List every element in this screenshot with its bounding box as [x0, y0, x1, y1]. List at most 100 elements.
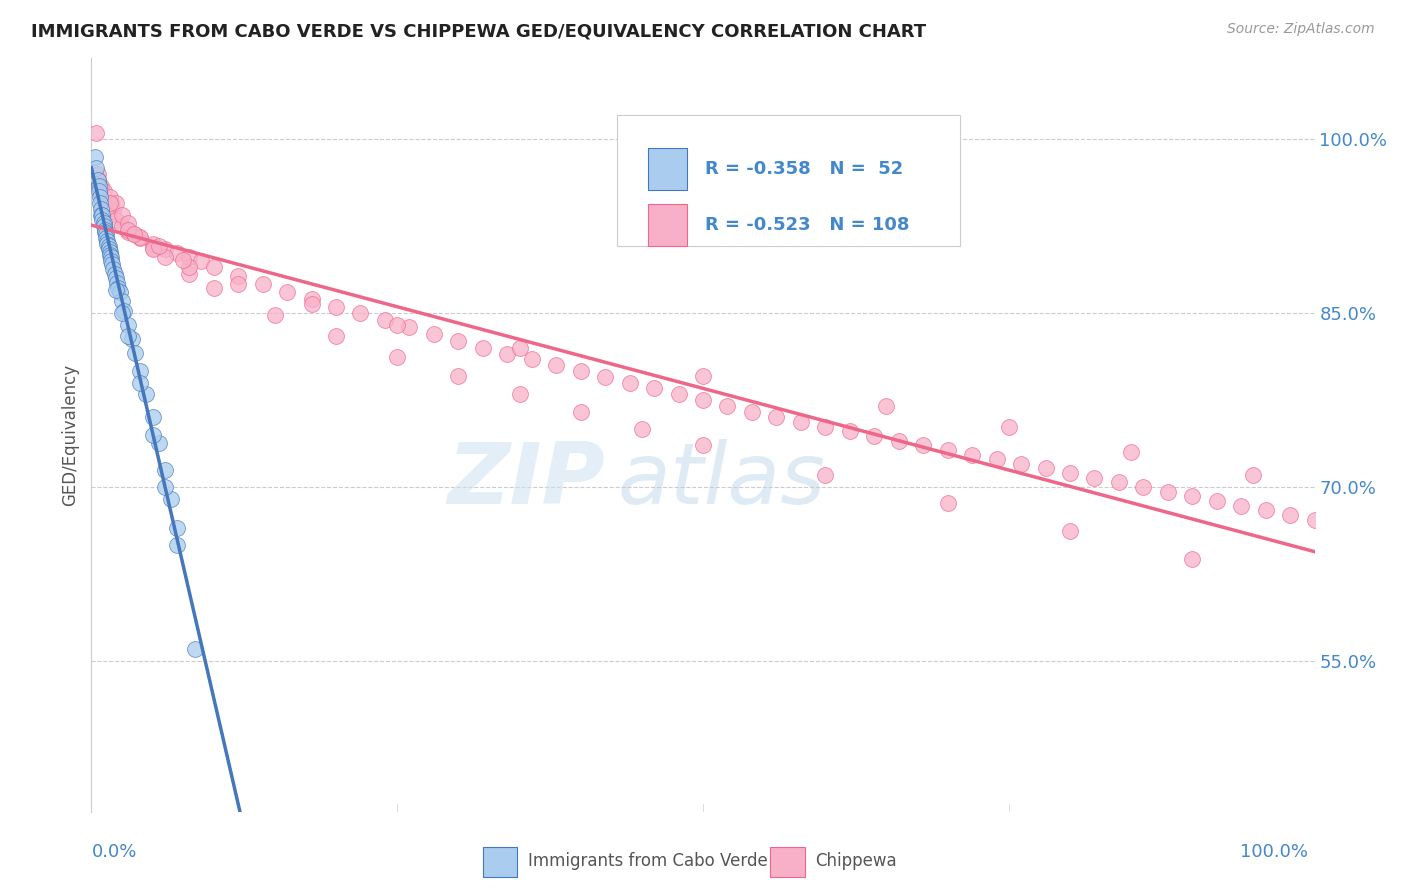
- Point: [1035, 461, 1057, 475]
- Point: [93, 185, 115, 199]
- Y-axis label: GED/Equivalency: GED/Equivalency: [62, 364, 80, 506]
- Point: [93, 219, 115, 234]
- Point: [148, 239, 170, 253]
- Point: [94, 225, 117, 239]
- Text: 100.0%: 100.0%: [1240, 843, 1308, 861]
- Point: [184, 642, 207, 657]
- Point: [90, 181, 112, 195]
- Point: [141, 236, 163, 251]
- Point: [960, 448, 983, 462]
- Text: Source: ZipAtlas.com: Source: ZipAtlas.com: [1227, 22, 1375, 37]
- Point: [105, 276, 128, 290]
- Point: [569, 405, 592, 419]
- Point: [98, 196, 121, 211]
- Point: [91, 208, 114, 222]
- Point: [141, 241, 163, 255]
- Point: [166, 538, 188, 552]
- Point: [264, 309, 287, 323]
- Point: [790, 415, 813, 429]
- Point: [179, 260, 201, 274]
- Point: [100, 254, 122, 268]
- Point: [593, 369, 616, 384]
- Point: [104, 196, 127, 211]
- Text: IMMIGRANTS FROM CABO VERDE VS CHIPPEWA GED/EQUIVALENCY CORRELATION CHART: IMMIGRANTS FROM CABO VERDE VS CHIPPEWA G…: [31, 22, 927, 40]
- Point: [385, 350, 409, 364]
- Point: [97, 239, 120, 253]
- Point: [1279, 508, 1302, 522]
- Point: [94, 227, 117, 242]
- Point: [84, 150, 107, 164]
- Point: [692, 392, 714, 407]
- Point: [447, 334, 470, 348]
- Point: [496, 347, 519, 361]
- Text: Immigrants from Cabo Verde: Immigrants from Cabo Verde: [529, 852, 768, 870]
- Point: [520, 352, 543, 367]
- Point: [643, 382, 665, 396]
- Point: [148, 436, 170, 450]
- Point: [101, 257, 124, 271]
- Point: [86, 167, 108, 181]
- Point: [93, 216, 115, 230]
- Point: [103, 204, 125, 219]
- Point: [986, 452, 1008, 467]
- Point: [86, 173, 108, 187]
- Point: [202, 280, 225, 294]
- Point: [814, 419, 837, 434]
- Point: [569, 364, 592, 378]
- Point: [998, 419, 1021, 434]
- Point: [276, 285, 298, 300]
- Point: [1181, 552, 1204, 566]
- Point: [765, 410, 787, 425]
- Point: [166, 245, 188, 260]
- Point: [153, 480, 176, 494]
- Point: [122, 227, 145, 242]
- Point: [91, 213, 114, 227]
- Point: [692, 438, 714, 452]
- Point: [111, 306, 134, 320]
- Point: [94, 222, 117, 236]
- Point: [84, 127, 107, 141]
- Point: [111, 219, 134, 234]
- FancyBboxPatch shape: [648, 204, 688, 245]
- Point: [471, 341, 494, 355]
- Point: [325, 301, 347, 315]
- Point: [838, 425, 860, 439]
- Point: [190, 254, 212, 268]
- Point: [1059, 524, 1081, 538]
- Point: [631, 422, 654, 436]
- Point: [97, 208, 120, 222]
- Point: [179, 251, 201, 265]
- Point: [122, 227, 145, 242]
- Point: [716, 399, 738, 413]
- Point: [668, 387, 690, 401]
- Point: [94, 202, 117, 216]
- Text: ZIP: ZIP: [447, 439, 605, 522]
- Point: [1181, 489, 1204, 503]
- Point: [349, 306, 371, 320]
- Point: [100, 196, 122, 211]
- Point: [226, 268, 249, 283]
- Point: [160, 491, 183, 506]
- Point: [1059, 466, 1081, 480]
- Point: [112, 303, 135, 318]
- Point: [117, 329, 139, 343]
- Point: [89, 185, 111, 199]
- Point: [93, 196, 115, 211]
- Point: [98, 248, 121, 262]
- Point: [153, 462, 176, 476]
- Point: [84, 161, 107, 176]
- Point: [301, 297, 323, 311]
- Point: [226, 277, 249, 292]
- Point: [509, 341, 531, 355]
- Point: [90, 208, 112, 222]
- Point: [111, 294, 134, 309]
- Point: [936, 442, 959, 457]
- Point: [423, 326, 446, 341]
- Point: [912, 438, 935, 452]
- Point: [135, 387, 157, 401]
- Point: [96, 234, 118, 248]
- Point: [741, 405, 763, 419]
- Point: [87, 178, 110, 193]
- Point: [1254, 503, 1277, 517]
- Point: [117, 222, 139, 236]
